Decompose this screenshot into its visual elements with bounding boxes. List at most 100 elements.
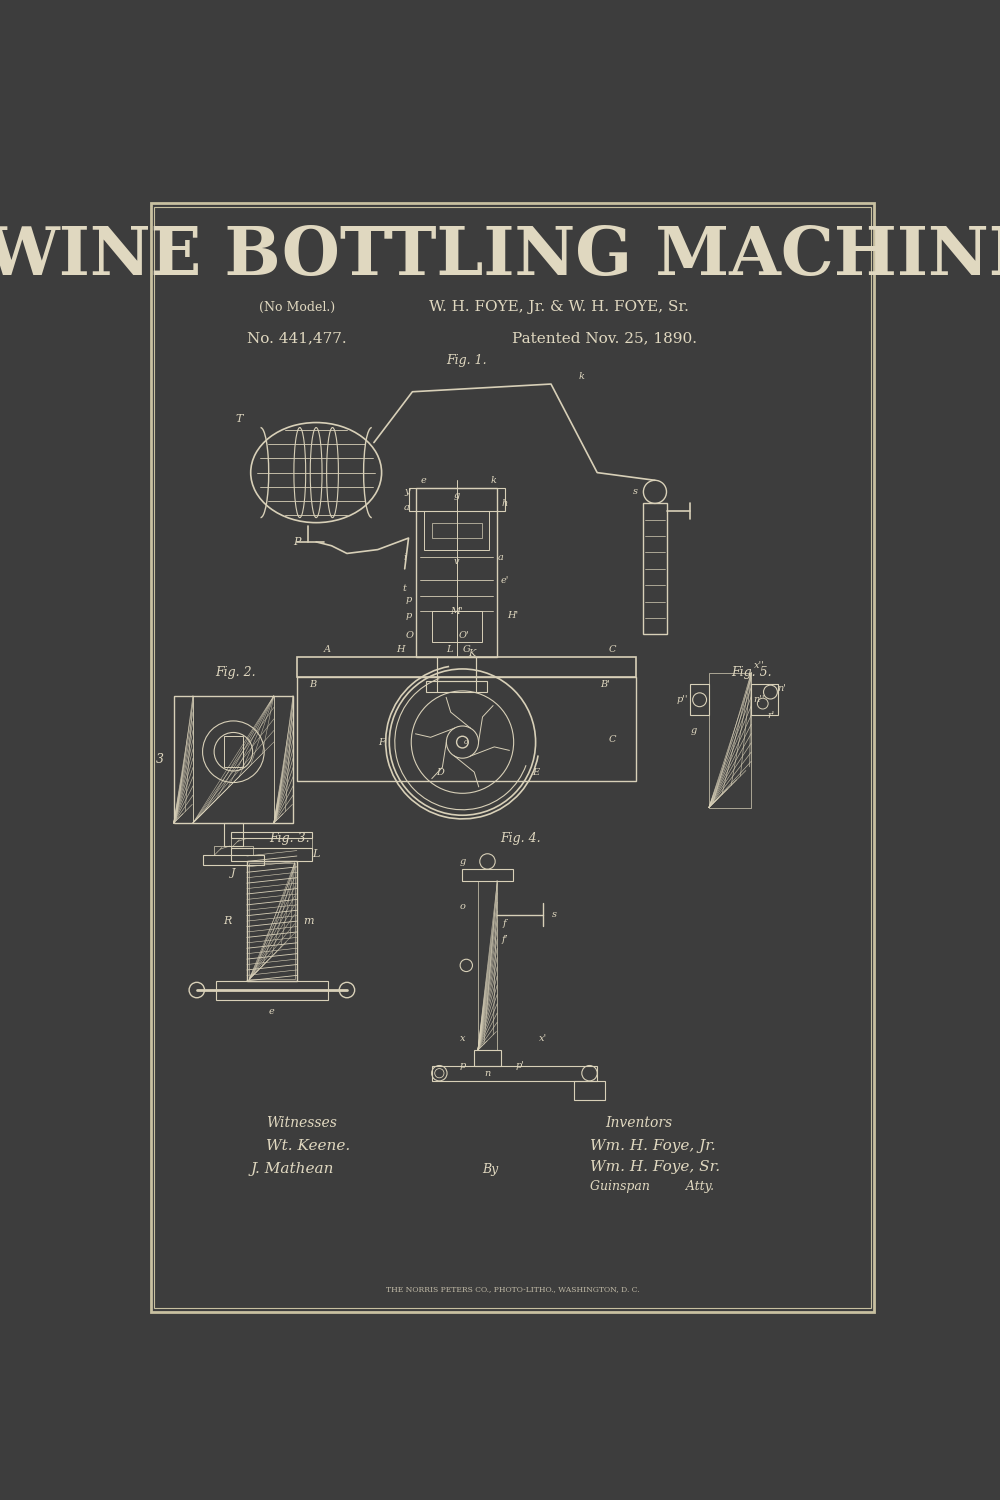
Text: L: L — [446, 645, 452, 654]
Text: O: O — [406, 632, 414, 640]
Text: p: p — [405, 610, 412, 620]
Text: P: P — [293, 537, 301, 548]
Text: e: e — [421, 476, 427, 484]
Text: A: A — [324, 645, 331, 654]
Text: B': B' — [600, 680, 610, 688]
Text: a: a — [404, 503, 410, 512]
Text: C: C — [609, 645, 616, 654]
Bar — [432, 610, 482, 642]
Bar — [249, 862, 295, 980]
Text: Witnesses: Witnesses — [266, 1116, 337, 1131]
Text: 3: 3 — [156, 753, 164, 766]
Bar — [297, 657, 636, 676]
Bar — [432, 1065, 597, 1082]
Text: WINE BOTTLING MACHINE: WINE BOTTLING MACHINE — [0, 225, 1000, 290]
Text: L: L — [312, 849, 320, 858]
Bar — [462, 868, 512, 880]
Text: s: s — [633, 488, 638, 496]
Text: R: R — [223, 916, 232, 926]
Text: Wm. H. Foye, Sr.: Wm. H. Foye, Sr. — [590, 1160, 720, 1174]
Bar — [214, 846, 253, 855]
Bar — [426, 681, 487, 692]
Text: x': x' — [539, 1034, 547, 1042]
Text: Wm. H. Foye, Jr.: Wm. H. Foye, Jr. — [590, 1140, 715, 1154]
Text: No. 441,477.: No. 441,477. — [247, 332, 347, 345]
Bar — [247, 861, 297, 981]
Bar — [690, 684, 709, 716]
Text: k: k — [490, 476, 496, 484]
Text: g: g — [690, 726, 697, 735]
Text: x: x — [460, 1034, 465, 1042]
Bar — [224, 736, 243, 766]
Bar — [474, 1050, 501, 1065]
Text: a: a — [498, 554, 504, 562]
Bar — [203, 855, 264, 865]
Text: W. H. FOYE, Jr. & W. H. FOYE, Sr.: W. H. FOYE, Jr. & W. H. FOYE, Sr. — [429, 300, 689, 313]
Text: e: e — [269, 1007, 275, 1016]
Text: p'': p'' — [676, 696, 688, 705]
Text: C: C — [609, 735, 616, 744]
Text: Fig. 3.: Fig. 3. — [269, 833, 310, 844]
Text: x'': x'' — [754, 660, 764, 669]
Text: K: K — [468, 650, 476, 658]
Text: g: g — [454, 490, 460, 500]
Bar — [478, 880, 497, 1050]
Bar — [297, 676, 636, 780]
Text: o: o — [464, 738, 468, 746]
Text: p': p' — [516, 1060, 525, 1070]
Text: v: v — [454, 556, 459, 566]
Text: k: k — [579, 372, 585, 381]
Bar — [231, 847, 312, 861]
Text: (No Model.): (No Model.) — [259, 300, 335, 313]
Text: B: B — [309, 680, 316, 688]
Text: J. Mathean: J. Mathean — [251, 1162, 334, 1176]
Bar — [231, 839, 312, 848]
Text: f': f' — [502, 936, 508, 945]
Text: E: E — [532, 768, 539, 777]
Bar — [174, 696, 293, 824]
Text: D: D — [437, 768, 444, 777]
Text: t: t — [403, 584, 407, 592]
Text: h: h — [502, 500, 508, 508]
Bar — [437, 657, 476, 681]
Text: M': M' — [450, 606, 463, 615]
Text: THE NORRIS PETERS CO., PHOTO-LITHO., WASHINGTON, D. C.: THE NORRIS PETERS CO., PHOTO-LITHO., WAS… — [386, 1286, 639, 1293]
Bar — [193, 696, 274, 824]
Text: n': n' — [778, 684, 786, 693]
Text: r': r' — [767, 711, 774, 720]
Text: p: p — [405, 596, 412, 604]
Bar — [751, 684, 778, 716]
Text: s: s — [552, 910, 557, 920]
Bar — [224, 824, 243, 846]
Text: g: g — [459, 856, 466, 865]
Text: Inventors: Inventors — [605, 1116, 672, 1131]
Text: Fig. 4.: Fig. 4. — [500, 833, 541, 844]
Text: i: i — [403, 554, 406, 562]
Bar — [643, 504, 666, 634]
Text: G: G — [462, 645, 470, 654]
Text: J: J — [231, 868, 236, 877]
Text: p: p — [459, 1060, 466, 1070]
Text: By: By — [482, 1162, 498, 1176]
Bar — [174, 696, 193, 824]
Text: T: T — [235, 414, 243, 423]
Text: H: H — [397, 645, 405, 654]
Bar — [709, 674, 751, 807]
Text: Fig. 5.: Fig. 5. — [731, 666, 772, 680]
Bar — [432, 522, 482, 538]
Bar — [274, 696, 293, 824]
Text: m: m — [303, 916, 314, 926]
Bar — [416, 488, 497, 657]
Bar — [409, 488, 505, 512]
Text: Guinspan         Atty.: Guinspan Atty. — [590, 1180, 714, 1192]
Text: Patented Nov. 25, 1890.: Patented Nov. 25, 1890. — [512, 332, 697, 345]
Text: O': O' — [459, 632, 470, 640]
Bar — [231, 833, 312, 839]
Bar — [574, 1082, 605, 1100]
Text: e': e' — [501, 576, 509, 585]
Bar — [216, 981, 328, 1000]
Text: n: n — [484, 1068, 491, 1077]
Text: F: F — [379, 738, 385, 747]
Bar — [424, 512, 489, 549]
Text: y: y — [404, 488, 410, 496]
